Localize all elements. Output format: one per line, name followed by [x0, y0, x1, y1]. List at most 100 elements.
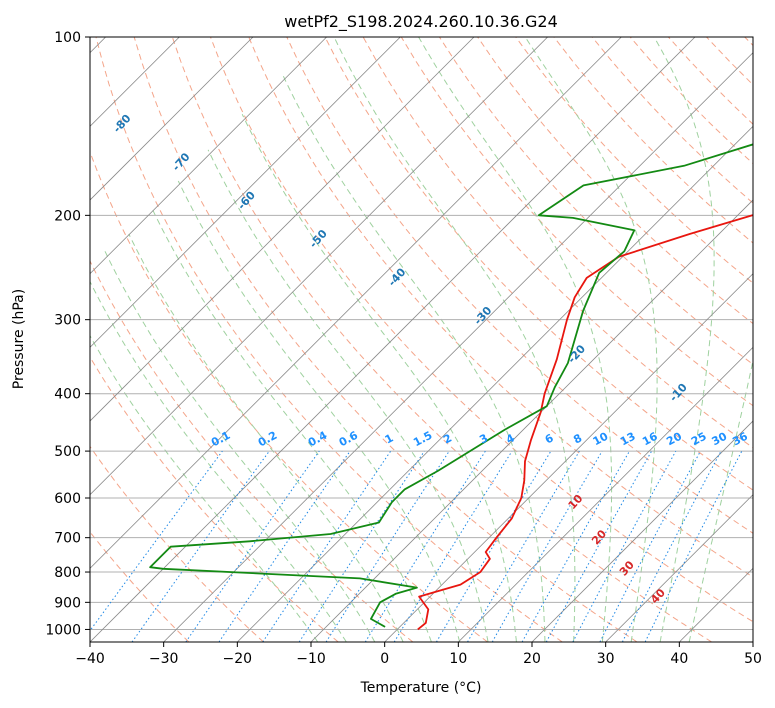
moist-adiabat-line: [104, 251, 376, 642]
mixing-ratio-line: [644, 450, 743, 642]
y-tick-label: 800: [54, 565, 81, 581]
moist-adiabat-line: [151, 208, 432, 642]
mixing-ratio-line: [393, 450, 513, 642]
mixing-ratio-label: 0.1: [209, 429, 232, 450]
dewpoint-profile-line: [149, 143, 753, 628]
x-tick-label: −20: [223, 651, 253, 667]
dry-adiabat-label: -90: [57, 73, 80, 97]
y-tick-label: 900: [54, 595, 81, 611]
moist-adiabat-line: [688, 358, 753, 642]
mixing-ratio-line: [262, 450, 392, 642]
mixing-ratio-label: 1.5: [411, 429, 434, 450]
dry-adiabat-line: [744, 37, 753, 47]
moist-adiabat-line: [418, 37, 613, 642]
y-axis-label: Pressure (hPa): [11, 289, 27, 389]
moist-adiabat-line: [207, 149, 489, 642]
dry-adiabat-line: [171, 37, 712, 642]
x-tick-label: −40: [75, 651, 105, 667]
moist-adiabat-line: [177, 180, 461, 642]
isotherm-line: [90, 37, 475, 422]
dry-adiabat-line: [248, 37, 753, 578]
dry-adiabat-label: -10: [667, 381, 690, 405]
isotherm-line: [90, 37, 696, 642]
x-tick-label: 50: [744, 651, 762, 667]
mixing-ratio-line: [298, 450, 425, 642]
mixing-ratio-label: 0.6: [337, 429, 361, 450]
moist-adiabat-line: [653, 37, 715, 642]
mixing-ratio-label: 20: [664, 429, 684, 448]
dry-adiabat-label: -100: [7, 32, 35, 61]
mixing-ratio-label: 0.2: [256, 429, 279, 450]
axis-ticks: −40 −30 −20 −10 0 10 20 30 40 50 1000 900 800 700 600 5…: [45, 30, 762, 667]
dry-adiabat-line: [90, 531, 190, 642]
mixing-ratio-label: 10: [591, 429, 611, 448]
isotherm-line: [310, 199, 753, 642]
dry-adiabat-line: [90, 445, 264, 642]
dry-adiabat-line: [553, 37, 753, 244]
x-tick-label: −10: [296, 651, 326, 667]
y-tick-label: 300: [54, 313, 81, 329]
dry-adiabat-line: [591, 37, 753, 204]
mixing-ratio-line: [572, 450, 677, 642]
isotherm-line: [163, 52, 753, 642]
x-tick-label: −30: [149, 651, 179, 667]
dry-adiabat-label: -80: [111, 112, 134, 136]
dry-adiabat-line: [95, 37, 563, 642]
y-tick-label: 200: [54, 208, 81, 224]
mixing-ratio-label: 25: [689, 430, 709, 449]
dry-adiabat-line: [210, 37, 753, 623]
x-tick-label: 10: [449, 651, 467, 667]
mixing-ratio-label: 13: [618, 430, 638, 449]
dry-adiabat-line: [477, 37, 753, 325]
line-labels: -100-90-80-70-60-50-40-30-20-1000.10.20.…: [7, 32, 751, 607]
moist-adiabat-line: [241, 113, 517, 642]
x-tick-label: 40: [670, 651, 688, 667]
x-tick-label: 20: [523, 651, 541, 667]
mixing-ratio-line: [435, 450, 552, 642]
mixing-ratio-label: 0.4: [306, 429, 330, 450]
mixing-ratio-label: 6: [543, 431, 556, 446]
isotherm-line: [90, 37, 401, 348]
dry-adiabat-line: [515, 37, 753, 284]
mixing-ratio-label: 30: [710, 430, 730, 449]
isotherm-line: [90, 37, 622, 569]
moist-adiabat-line: [128, 233, 404, 642]
moist-adiabat-line: [333, 37, 576, 642]
isotherm-line: [605, 494, 753, 642]
dry-adiabat-label: -70: [170, 150, 193, 174]
isotherm-line: [458, 346, 753, 642]
y-tick-label: 600: [54, 491, 81, 507]
moist-adiabat-label: 30: [617, 558, 637, 578]
dry-adiabat-line: [668, 37, 753, 125]
plot-frame: [89, 36, 754, 643]
mixing-ratio-label: 2: [441, 431, 454, 446]
mixing-ratio-line: [325, 450, 450, 642]
mixing-ratio-label: 16: [640, 430, 660, 449]
y-tick-label: 500: [54, 444, 81, 460]
moist-adiabat-line: [90, 280, 347, 642]
mixing-ratio-line: [364, 450, 486, 642]
mixing-ratio-line: [218, 450, 351, 642]
background-grid: [90, 37, 753, 642]
mixing-ratio-line: [90, 450, 223, 632]
isotherm-line: [90, 37, 548, 496]
moist-adiabat-line: [281, 72, 546, 642]
mixing-ratio-line: [185, 450, 320, 642]
isotherm-line: [90, 37, 327, 275]
isotherm-line: [531, 420, 753, 642]
moist-adiabat-line: [524, 37, 658, 642]
mixing-ratio-label: 4: [504, 431, 517, 446]
isotherm-line: [237, 125, 753, 642]
isotherm-line: [90, 37, 254, 201]
dry-adiabat-line: [90, 356, 339, 642]
mixing-ratio-line: [521, 450, 630, 642]
y-tick-label: 400: [54, 387, 81, 403]
y-tick-label: 1000: [45, 622, 81, 638]
dry-adiabat-label: -50: [307, 227, 330, 251]
dry-adiabat-line: [706, 37, 753, 86]
mixing-ratio-label: 36: [730, 430, 750, 449]
temperature-profile-line: [417, 214, 753, 631]
chart-title: wetPf2_S198.2024.260.10.36.G24: [284, 12, 558, 32]
x-axis-label: Temperature (°C): [360, 680, 482, 696]
